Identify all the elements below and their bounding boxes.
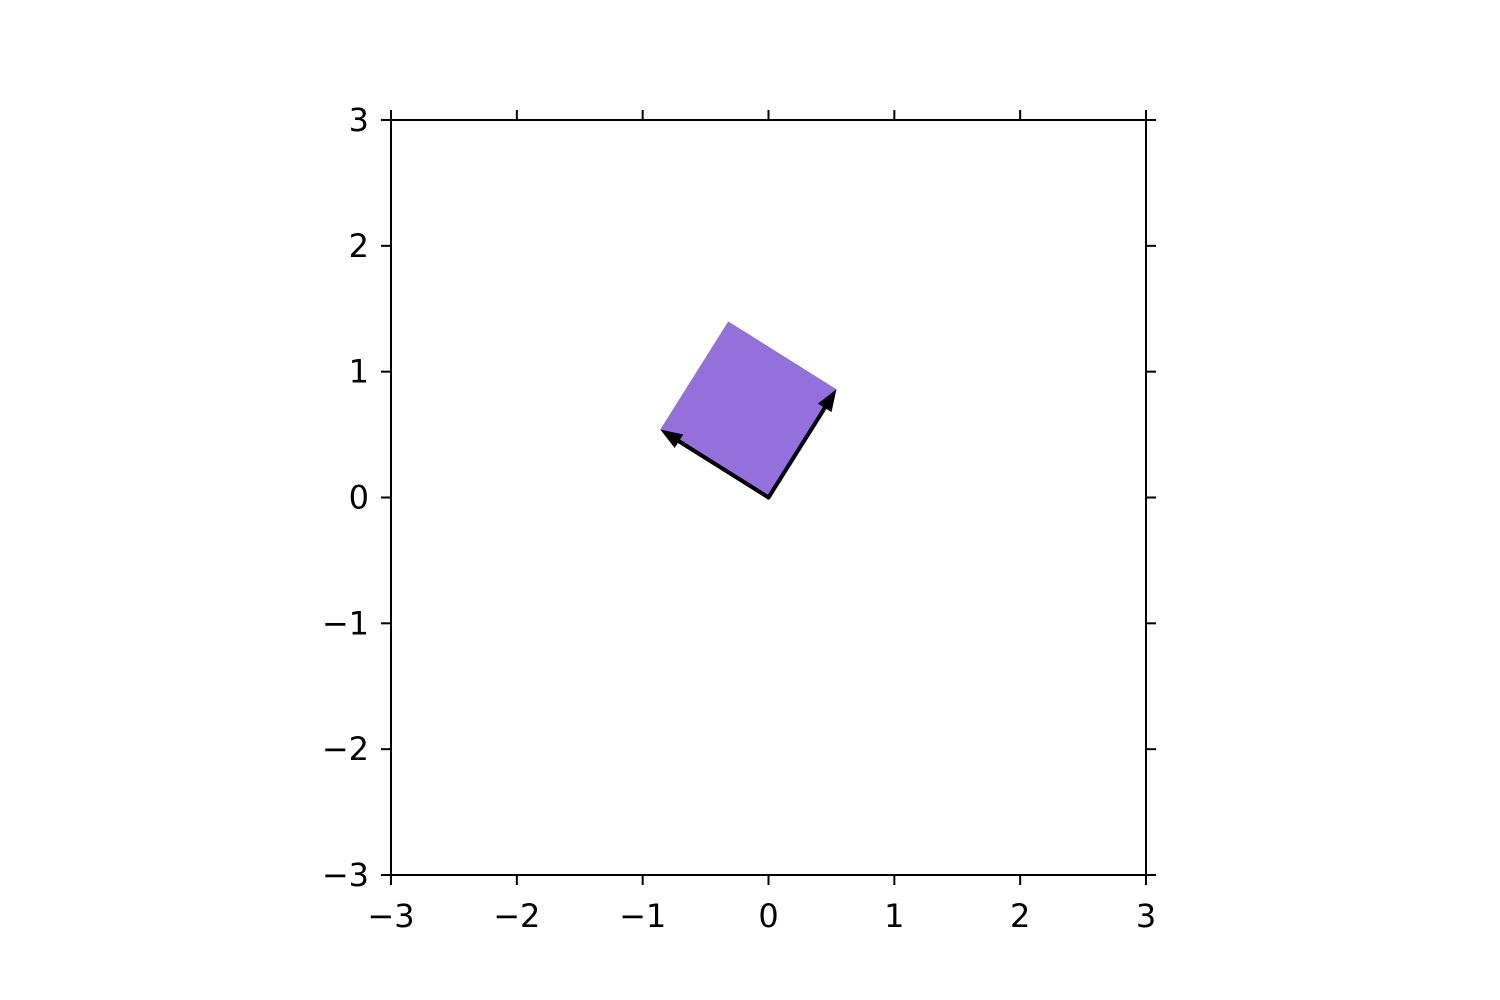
x-tick-label: 2 xyxy=(1010,897,1030,935)
vector-shaft xyxy=(766,402,829,500)
vector-arrow-2 xyxy=(660,429,771,500)
x-tick-label: −1 xyxy=(619,897,666,935)
y-tick-label: 2 xyxy=(349,227,369,265)
vector-head xyxy=(817,389,837,413)
y-tick-label: −3 xyxy=(322,856,369,894)
x-tick-label: 3 xyxy=(1136,897,1156,935)
vector-arrow-1 xyxy=(766,389,837,500)
y-tick-label: 1 xyxy=(349,353,369,391)
y-tick-label: 3 xyxy=(349,101,369,139)
y-tick-label: −1 xyxy=(322,604,369,642)
vector-shaft xyxy=(673,437,771,500)
x-tick-label: −2 xyxy=(493,897,540,935)
x-tick-label: 1 xyxy=(884,897,904,935)
x-tick-label: −3 xyxy=(367,897,414,935)
y-tick-label: 0 xyxy=(349,479,369,517)
parallelogram-shape xyxy=(660,321,837,498)
vector-head xyxy=(660,429,684,449)
x-tick-label: 0 xyxy=(758,897,778,935)
y-tick-label: −2 xyxy=(322,730,369,768)
